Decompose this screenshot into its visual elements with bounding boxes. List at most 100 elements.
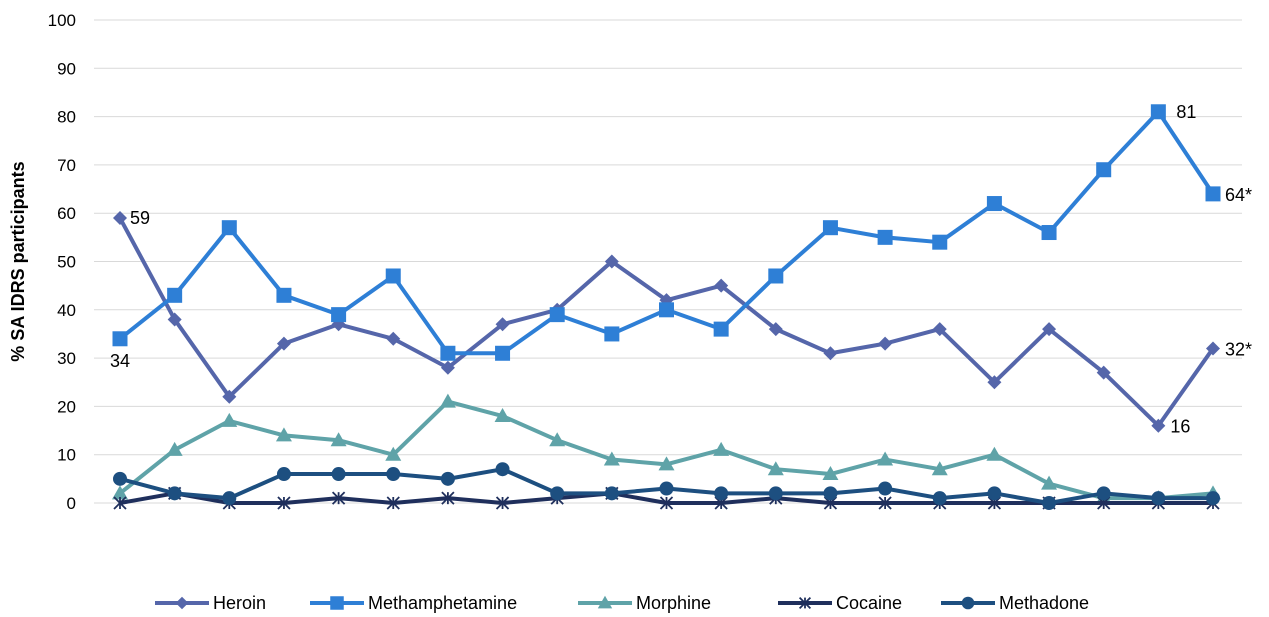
data-label: 16 (1170, 417, 1190, 437)
y-tick-label: 100 (48, 11, 76, 30)
legend-item-cocaine: Cocaine (778, 593, 902, 613)
data-label: 32* (1225, 339, 1252, 359)
data-point (440, 471, 455, 486)
data-point (714, 486, 729, 501)
series-group (112, 104, 1221, 510)
data-point (167, 287, 183, 303)
y-tick-label: 70 (57, 156, 76, 175)
data-point (386, 467, 401, 482)
data-point (1042, 496, 1057, 510)
data-point (222, 389, 237, 404)
legend-label: Morphine (636, 593, 711, 613)
data-point (604, 326, 620, 342)
series-line (118, 217, 1215, 428)
data-point (603, 451, 620, 466)
y-tick-label: 40 (57, 301, 76, 320)
data-point (987, 375, 1002, 390)
data-point (166, 441, 183, 456)
data-point (604, 254, 619, 269)
data-point (495, 496, 510, 510)
data-point (549, 307, 565, 323)
data-point (931, 461, 948, 476)
data-label: 34 (110, 351, 130, 371)
data-point (331, 467, 346, 482)
data-point (440, 360, 455, 375)
data-point (713, 321, 729, 337)
data-point (823, 486, 838, 501)
y-tick-label: 80 (57, 108, 76, 127)
data-point (714, 278, 729, 293)
series-methadone (113, 462, 1220, 510)
legend-item-methamphetamine: Methamphetamine (310, 593, 517, 613)
data-point (112, 331, 128, 347)
data-point (221, 412, 238, 427)
data-point (549, 432, 566, 447)
data-point (276, 287, 292, 303)
data-point (1206, 341, 1220, 356)
data-point (659, 481, 674, 496)
data-point (1096, 486, 1111, 501)
y-tick-label: 90 (57, 59, 76, 78)
data-point (878, 496, 892, 510)
data-label: 64* (1225, 185, 1252, 205)
data-point (1206, 491, 1220, 506)
y-tick-label: 60 (57, 204, 76, 223)
data-point (932, 234, 948, 250)
data-point (822, 220, 838, 236)
data-point (277, 496, 291, 510)
data-point (768, 322, 783, 337)
data-point (331, 491, 346, 505)
data-point (986, 446, 1003, 461)
data-point (385, 446, 402, 461)
data-point (822, 466, 839, 481)
data-point (1096, 162, 1112, 178)
data-point (659, 302, 674, 318)
data-label: 81 (1176, 102, 1196, 122)
data-point (877, 451, 894, 466)
data-point (1041, 475, 1058, 490)
legend-label: Methamphetamine (368, 593, 517, 613)
data-point (823, 346, 838, 361)
y-axis-ticks: 0 10 20 30 40 50 60 70 80 90 100 (48, 11, 76, 513)
data-point (1096, 365, 1111, 380)
data-point (386, 331, 401, 346)
data-label: 59 (130, 208, 150, 228)
series-methamphetamine (112, 104, 1221, 361)
data-point (986, 196, 1002, 212)
data-point (440, 345, 456, 361)
y-axis-label: % SA IDRS participants (8, 161, 28, 361)
data-point (1041, 225, 1057, 241)
gridlines (94, 19, 1242, 456)
data-point (495, 462, 510, 477)
data-point (1151, 418, 1166, 433)
data-point (222, 491, 237, 506)
data-point (878, 336, 893, 351)
data-point (767, 461, 784, 476)
data-point (113, 496, 127, 510)
data-point (439, 393, 456, 408)
data-point (112, 485, 128, 500)
data-point (878, 481, 893, 496)
series-heroin (113, 211, 1220, 433)
data-point (768, 486, 783, 501)
data-point (385, 268, 401, 284)
y-tick-label: 50 (57, 253, 76, 272)
data-point (494, 408, 511, 423)
y-tick-label: 0 (67, 494, 76, 513)
data-point (1042, 322, 1057, 337)
data-point (221, 220, 237, 236)
data-point (331, 307, 347, 323)
data-point (495, 345, 511, 361)
data-point (877, 229, 893, 245)
data-point (713, 441, 730, 456)
data-point (167, 312, 182, 327)
data-point (1150, 104, 1166, 120)
data-point (275, 427, 292, 442)
legend-item-morphine: Morphine (578, 593, 711, 613)
data-point (113, 471, 127, 486)
data-point (276, 336, 291, 351)
data-point (987, 486, 1002, 501)
data-labels: 59 34 81 64* 32* 16 (110, 102, 1252, 437)
data-point (550, 486, 565, 501)
